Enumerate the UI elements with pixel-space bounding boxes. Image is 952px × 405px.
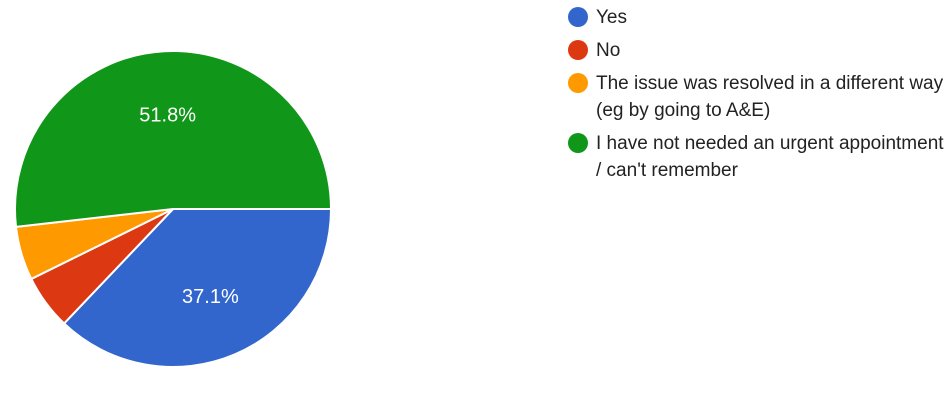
legend-label: I have not needed an urgent appointment …	[596, 133, 944, 181]
legend-label: The issue was resolved in a different wa…	[596, 73, 944, 121]
legend-item-3: I have not needed an urgent appointment …	[568, 130, 948, 184]
pie-slice-3	[14, 50, 333, 228]
pie-slice-0	[62, 208, 333, 368]
legend-label: No	[596, 40, 621, 61]
pie-chart: 37.1% 51.8%	[14, 50, 333, 368]
legend: Yes No The issue was resolved in a differe…	[568, 4, 948, 190]
legend-item-1: No	[568, 37, 948, 64]
slice-label-0: 37.1%	[182, 286, 239, 308]
slice-label-3: 51.8%	[139, 104, 196, 126]
legend-swatch-icon	[568, 73, 588, 93]
legend-swatch-icon	[568, 7, 588, 27]
legend-item-2: The issue was resolved in a different wa…	[568, 70, 948, 124]
legend-item-0: Yes	[568, 4, 948, 31]
legend-swatch-icon	[568, 40, 588, 60]
legend-label: Yes	[596, 7, 627, 28]
legend-swatch-icon	[568, 133, 588, 153]
